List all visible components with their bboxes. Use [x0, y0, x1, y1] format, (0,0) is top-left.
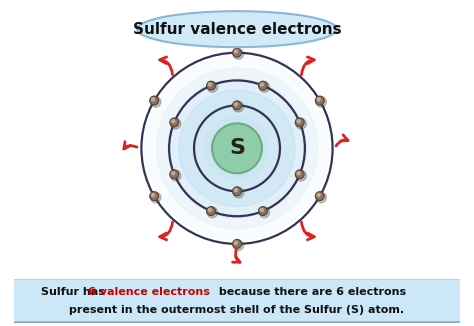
Circle shape: [209, 208, 211, 212]
Circle shape: [152, 193, 155, 197]
Circle shape: [150, 192, 161, 203]
Circle shape: [207, 207, 216, 215]
Circle shape: [152, 98, 155, 101]
Circle shape: [317, 98, 320, 101]
Circle shape: [258, 81, 267, 90]
Circle shape: [233, 49, 244, 59]
Circle shape: [297, 120, 300, 123]
Circle shape: [315, 96, 324, 105]
Circle shape: [150, 96, 159, 105]
Circle shape: [150, 192, 159, 200]
Text: 6 valence electrons: 6 valence electrons: [88, 287, 210, 297]
Circle shape: [233, 240, 244, 251]
Circle shape: [209, 83, 211, 86]
Circle shape: [170, 118, 179, 127]
Circle shape: [233, 240, 241, 248]
Circle shape: [205, 116, 269, 181]
Circle shape: [317, 193, 320, 197]
Circle shape: [297, 172, 300, 175]
Circle shape: [172, 120, 175, 123]
Circle shape: [260, 208, 264, 212]
Circle shape: [233, 187, 241, 196]
Circle shape: [168, 79, 306, 218]
Circle shape: [259, 207, 270, 218]
Circle shape: [295, 118, 304, 127]
Circle shape: [233, 101, 244, 112]
Text: present in the outermost shell of the Sulfur (S) atom.: present in the outermost shell of the Su…: [69, 305, 405, 316]
Circle shape: [233, 187, 244, 198]
Circle shape: [234, 189, 237, 192]
Circle shape: [296, 118, 306, 129]
Circle shape: [207, 82, 218, 92]
Circle shape: [260, 83, 264, 86]
Circle shape: [234, 50, 237, 53]
Circle shape: [296, 170, 306, 181]
Text: © knordslearning.com: © knordslearning.com: [281, 300, 367, 309]
FancyBboxPatch shape: [0, 278, 474, 322]
Circle shape: [150, 96, 161, 107]
Circle shape: [156, 68, 318, 229]
Circle shape: [233, 101, 241, 110]
Circle shape: [207, 81, 216, 90]
Circle shape: [212, 124, 262, 173]
Circle shape: [259, 82, 270, 92]
Circle shape: [315, 192, 324, 200]
Circle shape: [234, 103, 237, 106]
Text: Sulfur has: Sulfur has: [41, 287, 109, 297]
Circle shape: [146, 57, 328, 240]
Text: S: S: [229, 138, 245, 158]
Circle shape: [233, 48, 241, 57]
Circle shape: [295, 170, 304, 179]
Circle shape: [258, 207, 267, 215]
Ellipse shape: [137, 11, 337, 47]
Circle shape: [234, 241, 237, 244]
Circle shape: [170, 170, 179, 179]
Circle shape: [170, 170, 181, 181]
Circle shape: [316, 192, 327, 203]
Circle shape: [172, 172, 175, 175]
Text: Sulfur valence electrons: Sulfur valence electrons: [133, 22, 341, 37]
Circle shape: [179, 90, 295, 207]
Circle shape: [207, 207, 218, 218]
Circle shape: [316, 96, 327, 107]
Circle shape: [170, 118, 181, 129]
Text: because there are 6 electrons: because there are 6 electrons: [215, 287, 406, 297]
